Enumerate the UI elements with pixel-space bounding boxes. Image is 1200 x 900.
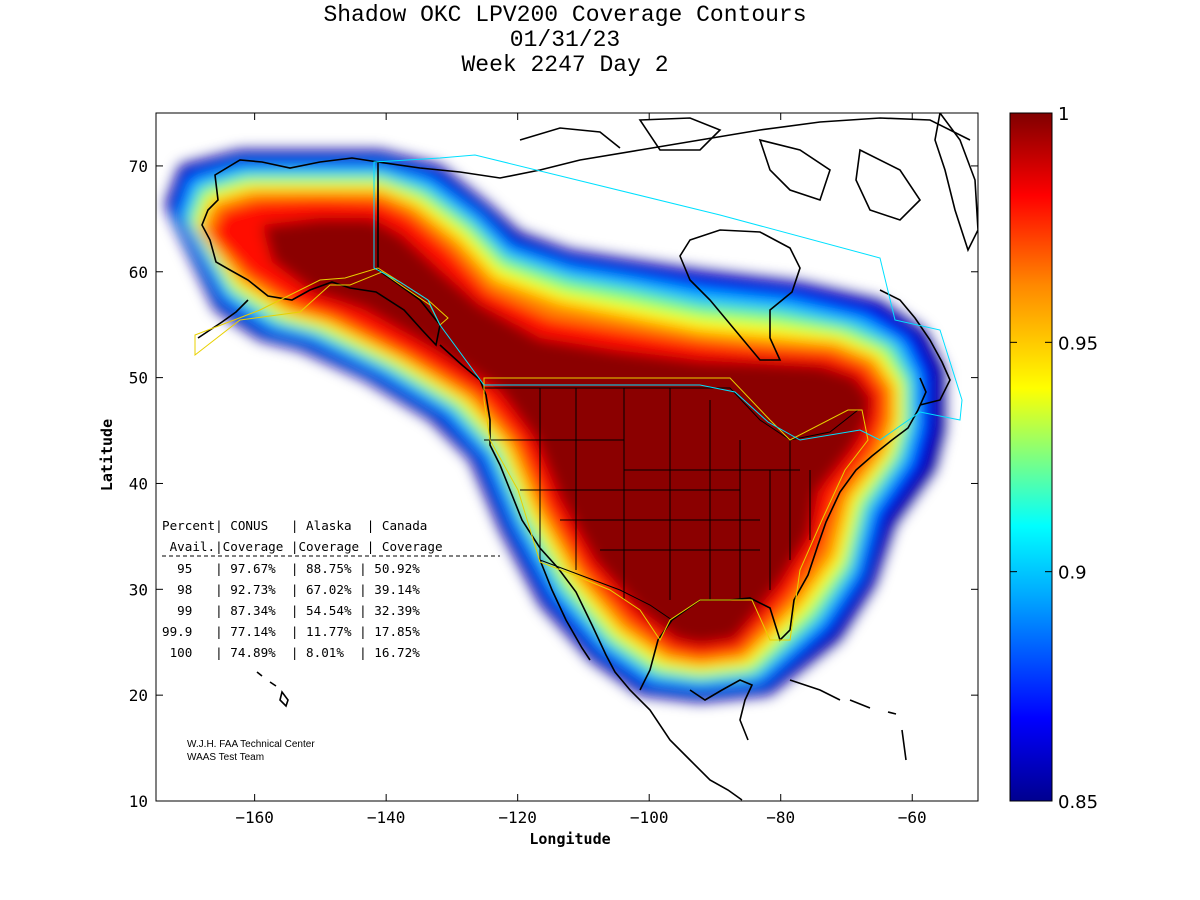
y-tick-label: 30 [129,580,148,599]
chart-title-line-3: Week 2247 Day 2 [461,52,669,78]
coastline-yucatan [689,679,754,741]
coastline-gulf [639,377,927,691]
table-row: 95 | 97.67% | 88.75% | 50.92% [162,561,420,576]
conus-region-boundary [483,377,869,641]
x-axis-ticks: −160 −140 −120 −100 −80 −60 [235,113,927,827]
y-tick-label: 40 [129,474,148,493]
colorbar-tick-label: 0.95 [1058,333,1098,354]
colorbar [1009,112,1053,802]
y-tick-label: 50 [129,369,148,388]
coastline-arctic [377,117,971,179]
x-tick-label: −140 [367,808,406,827]
x-tick-label: −100 [630,808,669,827]
table-header-2: Avail.|Coverage |Coverage | Coverage [162,539,443,554]
coastline-hawaii [256,671,289,708]
x-tick-label: −120 [498,808,537,827]
y-tick-label: 70 [129,157,148,176]
coastline-greenland [934,113,978,253]
x-axis-label: Longitude [529,830,610,848]
colorbar-tick-label: 0.9 [1058,563,1087,584]
x-tick-label: −160 [235,808,274,827]
canada-region-boundary [373,154,963,441]
credit-line-1: W.J.H. FAA Technical Center [187,739,315,750]
border-state-grid [484,388,811,600]
coastlines [197,113,978,801]
coastline-arctic-islands [519,117,922,221]
chart-title-line-2: 01/31/23 [509,27,621,53]
coverage-statistics-table: Percent| CONUS | Alaska | Canada Avail.|… [162,518,500,660]
coastline-caribbean [789,679,907,761]
x-tick-label: −80 [766,808,795,827]
colorbar-tick-label: 0.85 [1058,792,1098,813]
table-row: 98 | 92.73% | 67.02% | 39.14% [162,582,420,597]
coverage-band-100 [262,218,872,645]
coastline-aleutians [197,299,249,339]
x-tick-label: −60 [898,808,927,827]
credit-line-2: WAAS Test Team [187,752,264,763]
chart-title-line-1: Shadow OKC LPV200 Coverage Contours [323,2,807,28]
border-us-mexico [539,559,673,621]
y-axis-ticks: 10 20 30 40 50 60 70 [129,157,978,811]
coastline-hudson-bay [679,229,801,361]
coastline-baja [539,559,591,661]
colorbar-tick-label: 1 [1058,104,1069,125]
y-axis-label: Latitude [98,419,116,491]
coastline-alaska [201,157,441,347]
table-header-1: Percent| CONUS | Alaska | Canada [162,518,427,533]
state-borders [484,387,859,621]
coastline-labrador [879,289,951,406]
table-row: 99 | 87.34% | 54.54% | 32.39% [162,603,420,618]
y-tick-label: 10 [129,792,148,811]
table-row: 100 | 74.89% | 8.01% | 16.72% [162,645,420,660]
y-tick-label: 20 [129,686,148,705]
border-us-canada [484,387,859,441]
plot-frame [155,112,979,802]
colorbar-ticks: 1 0.95 0.9 0.85 [1010,104,1098,813]
coverage-contours [165,150,945,702]
y-tick-label: 60 [129,263,148,282]
table-row: 99.9 | 77.14% | 11.77% | 17.85% [162,624,420,639]
coastline-north-america [439,344,743,801]
region-boundaries [194,154,963,641]
